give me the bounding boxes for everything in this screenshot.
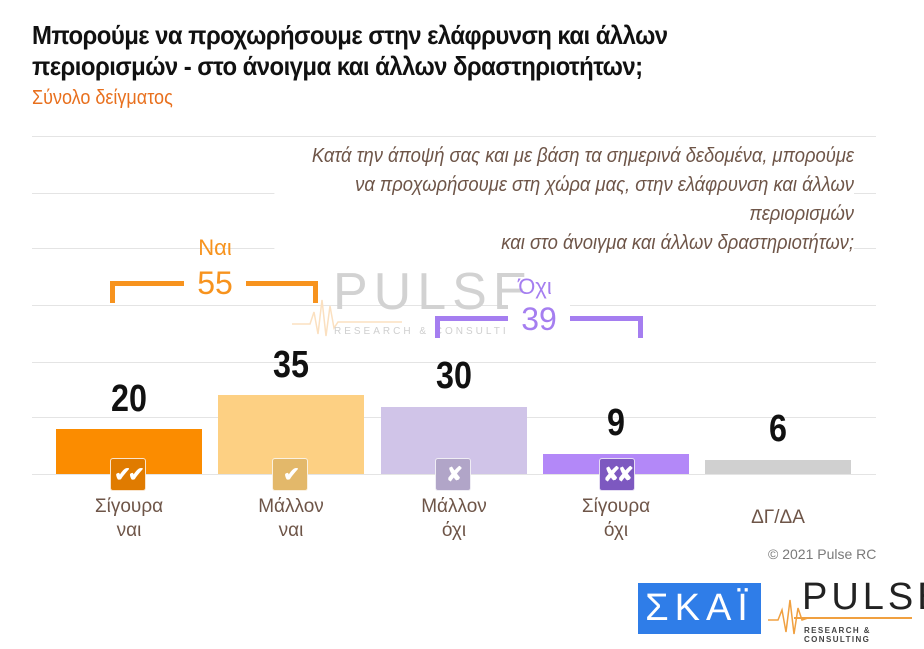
cross-icon: ✘ xyxy=(435,458,471,491)
category-label: ΔΓ/ΔΑ xyxy=(705,506,851,530)
pulse-logo-subtext: RESEARCH & CONSULTING xyxy=(804,626,871,644)
gridline xyxy=(32,305,876,306)
skai-logo: ΣΚΑΪ xyxy=(638,583,761,634)
title-line-1: Μπορούμε να προχωρήσουμε στην ελάφρυνση … xyxy=(32,20,668,50)
category-label-line2: όχι xyxy=(441,520,467,541)
category-label-line2: ναι xyxy=(116,520,142,541)
bar-value: 35 xyxy=(273,344,309,386)
title-line-2: περιορισμών - στο άνοιγμα και άλλων δρασ… xyxy=(32,51,643,81)
watermark-text: PULSE xyxy=(333,263,534,321)
check-icon: ✔ xyxy=(272,458,308,491)
category-label-line1: Μάλλον xyxy=(421,496,487,517)
category-label-line1: Σίγουρα xyxy=(581,496,651,517)
category-label-line2: όχι xyxy=(603,520,629,541)
category-label: Μάλλον ναι xyxy=(218,495,364,543)
bar-value: 20 xyxy=(111,378,147,420)
copyright: © 2021 Pulse RC xyxy=(768,546,877,562)
question-line-3: και στο άνοιγμα και άλλων δραστηριοτήτων… xyxy=(501,232,854,254)
bar-value: 9 xyxy=(607,402,625,444)
category-label-line1: Σίγουρα xyxy=(94,496,164,517)
category-label-line1: Μάλλον xyxy=(258,496,324,517)
bar-value: 6 xyxy=(769,408,787,450)
category-label-line2: ναι xyxy=(278,520,304,541)
pulse-logo-text: PULSE xyxy=(802,576,924,618)
no-group-label: Όχι xyxy=(518,274,552,299)
yes-group-label: Ναι xyxy=(198,235,232,260)
category-label-line1: ΔΓ/ΔΑ xyxy=(751,507,805,528)
pulse-logo: PULSE RESEARCH & CONSULTING xyxy=(768,576,924,644)
category-label: Σίγουρα όχι xyxy=(543,495,689,543)
pulse-logo-line xyxy=(794,617,912,619)
chart-subtitle: Σύνολο δείγματος xyxy=(32,87,173,109)
double-check-icon: ✔✔ xyxy=(110,458,146,491)
question-line-2: να προχωρήσουμε στη χώρα μας, στην ελάφρ… xyxy=(355,174,854,225)
pulse-wave-icon xyxy=(292,299,402,337)
no-group-value: 39 xyxy=(508,302,570,336)
bar-rect xyxy=(705,460,851,474)
yes-group-value: 55 xyxy=(184,266,246,300)
gridline xyxy=(32,362,876,363)
double-cross-icon: ✘✘ xyxy=(599,458,635,491)
question-line-1: Κατά την άποψή σας και με βάση τα σημερι… xyxy=(311,145,854,167)
watermark-subtext: RESEARCH & CONSULTING xyxy=(334,326,530,337)
pulse-wave-icon xyxy=(768,599,808,635)
bar-value: 30 xyxy=(436,355,472,397)
category-label: Σίγουρα ναι xyxy=(56,495,202,543)
gridline xyxy=(32,136,876,137)
survey-question: Κατά την άποψή σας και με βάση τα σημερι… xyxy=(274,140,854,262)
chart-title: Μπορούμε να προχωρήσουμε στην ελάφρυνση … xyxy=(32,20,668,82)
category-label: Μάλλον όχι xyxy=(381,495,527,543)
